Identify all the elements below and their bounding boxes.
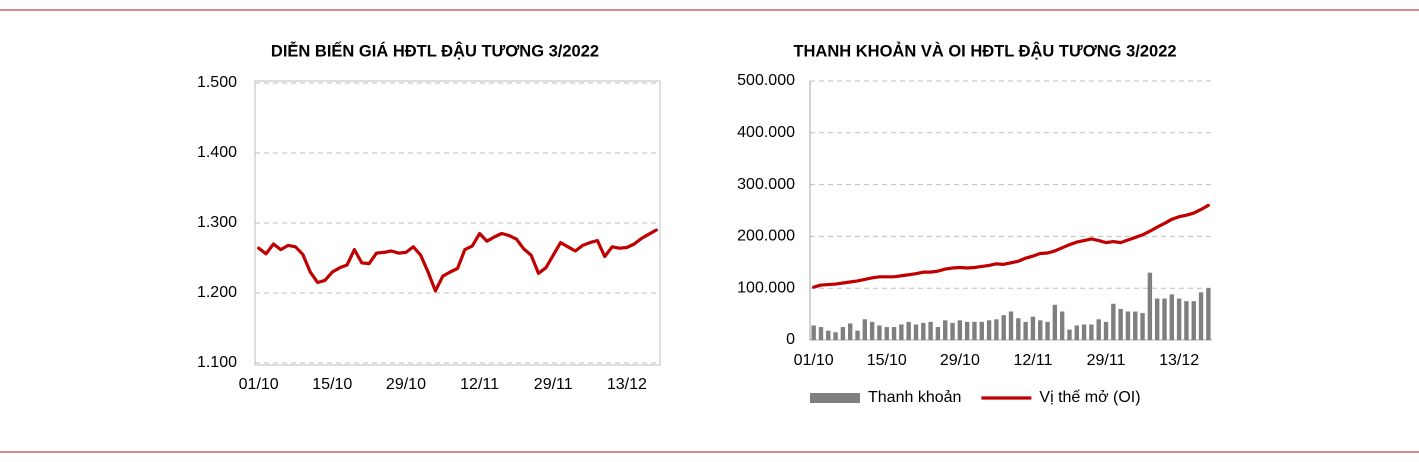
bar xyxy=(1023,321,1028,340)
bar xyxy=(935,327,941,340)
bar xyxy=(986,320,992,340)
x-tick-label: 13/12 xyxy=(1159,352,1199,369)
bar xyxy=(1206,288,1211,340)
chart-title: DIỄN BIẾN GIÁ HĐTL ĐẬU TƯƠNG 3/2022 xyxy=(271,41,599,60)
bar xyxy=(1176,298,1182,340)
y-tick-label: 1.500 xyxy=(197,74,237,91)
y-tick-label: 1.100 xyxy=(197,354,237,371)
bar xyxy=(1001,315,1006,340)
bar xyxy=(833,332,838,340)
y-tick-label: 0 xyxy=(786,331,795,348)
x-tick-label: 15/10 xyxy=(867,352,907,369)
bar xyxy=(811,325,816,340)
x-tick-label: 15/10 xyxy=(312,376,352,393)
bar xyxy=(1096,319,1101,340)
x-tick-label: 12/11 xyxy=(460,376,499,393)
bar xyxy=(1125,311,1131,340)
x-tick-label: 13/12 xyxy=(607,376,647,393)
bar xyxy=(1111,303,1116,340)
x-tick-label: 12/11 xyxy=(1013,352,1052,369)
bar xyxy=(1162,298,1167,340)
x-tick-label: 29/10 xyxy=(386,376,426,393)
y-tick-label: 1.200 xyxy=(197,284,237,301)
bar xyxy=(877,325,882,340)
bar xyxy=(1030,316,1036,340)
bar xyxy=(869,321,875,340)
y-tick-label: 200.000 xyxy=(737,228,795,245)
bar xyxy=(1059,311,1065,340)
x-tick-label: 29/11 xyxy=(534,376,573,393)
bar xyxy=(1140,313,1145,340)
bar xyxy=(899,324,904,340)
bar xyxy=(964,321,970,340)
bar xyxy=(950,322,955,340)
bar xyxy=(1081,324,1087,340)
bar xyxy=(972,321,977,340)
bar xyxy=(1147,272,1153,340)
bar xyxy=(913,324,919,340)
bar xyxy=(928,321,933,340)
bar xyxy=(994,319,999,340)
bar xyxy=(1133,311,1138,340)
bar xyxy=(884,327,889,340)
legend-swatch xyxy=(810,393,860,403)
bar xyxy=(979,321,984,340)
bar xyxy=(1016,318,1021,340)
bar xyxy=(1052,304,1058,340)
x-tick-label: 29/11 xyxy=(1087,352,1126,369)
bar xyxy=(1038,320,1043,340)
bar xyxy=(1008,311,1014,340)
bar xyxy=(848,323,853,340)
chart-title: THANH KHOẢN VÀ OI HĐTL ĐẬU TƯƠNG 3/2022 xyxy=(793,41,1176,60)
bar xyxy=(1067,329,1072,340)
x-tick-label: 29/10 xyxy=(940,352,980,369)
bar xyxy=(1074,325,1079,340)
bar xyxy=(840,327,846,340)
bar xyxy=(891,327,897,340)
bar xyxy=(1089,324,1094,340)
bar xyxy=(855,330,860,340)
y-tick-label: 1.400 xyxy=(197,144,237,161)
bar xyxy=(1154,298,1160,340)
x-tick-label: 01/10 xyxy=(239,376,279,393)
bar xyxy=(943,320,948,340)
line-series xyxy=(812,203,1210,289)
bar xyxy=(1118,308,1123,340)
y-tick-label: 400.000 xyxy=(737,124,795,141)
bar xyxy=(906,321,911,340)
legend-label: Thanh khoản xyxy=(868,389,961,406)
legend-label: Vị thế mở (OI) xyxy=(1039,389,1140,406)
bar xyxy=(1198,292,1204,340)
x-tick-label: 01/10 xyxy=(794,352,834,369)
bar xyxy=(818,327,824,340)
bar xyxy=(1191,301,1196,340)
bar xyxy=(826,330,831,340)
y-tick-label: 500.000 xyxy=(737,72,795,89)
bar xyxy=(1045,321,1050,340)
line-series xyxy=(257,228,658,293)
bar xyxy=(957,320,963,340)
bar xyxy=(1184,301,1189,340)
bar xyxy=(862,319,868,340)
bar xyxy=(1169,294,1174,340)
bar xyxy=(1103,321,1109,340)
y-tick-label: 100.000 xyxy=(737,279,795,296)
bar xyxy=(921,322,926,340)
y-tick-label: 1.300 xyxy=(197,214,237,231)
y-tick-label: 300.000 xyxy=(737,176,795,193)
